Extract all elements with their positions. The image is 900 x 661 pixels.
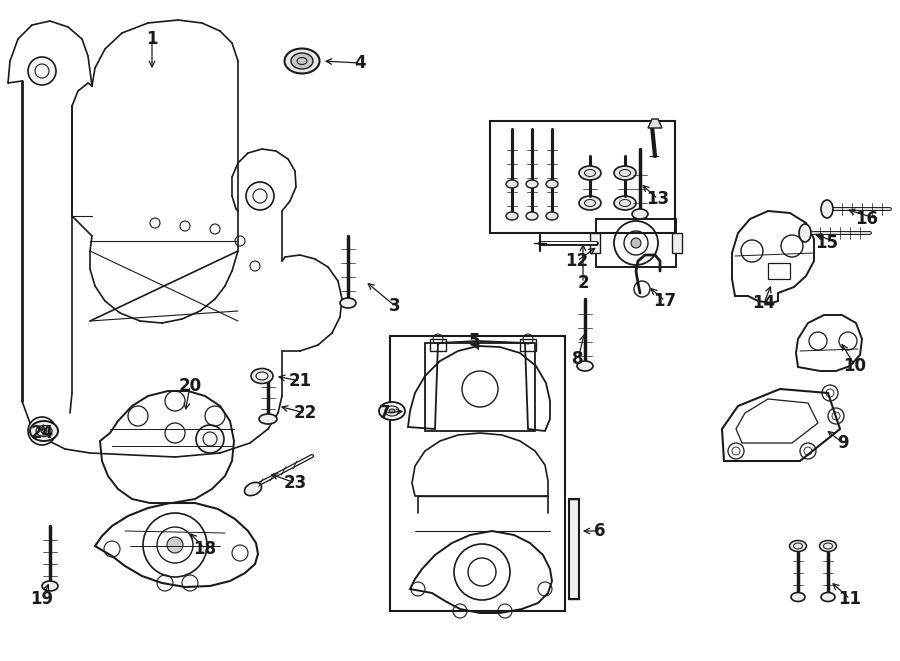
Bar (490, 121, 675, 233)
Text: 14: 14 (752, 294, 776, 312)
Ellipse shape (789, 541, 806, 551)
Text: 13: 13 (646, 190, 670, 208)
Text: 22: 22 (293, 404, 317, 422)
Ellipse shape (291, 53, 313, 69)
Ellipse shape (284, 48, 319, 73)
Ellipse shape (821, 592, 835, 602)
Bar (590, 233, 600, 253)
Text: 6: 6 (594, 522, 606, 540)
Ellipse shape (820, 541, 836, 551)
Text: 10: 10 (843, 357, 867, 375)
Bar (390, 336, 565, 611)
Bar (520, 339, 536, 351)
Ellipse shape (259, 414, 277, 424)
Bar (569, 499, 579, 599)
Text: 19: 19 (31, 590, 54, 608)
Ellipse shape (799, 224, 811, 242)
Text: 5: 5 (469, 332, 481, 350)
Ellipse shape (41, 429, 47, 433)
Circle shape (196, 425, 224, 453)
Ellipse shape (546, 180, 558, 188)
Text: 18: 18 (194, 540, 217, 558)
Text: 2: 2 (577, 274, 589, 292)
Circle shape (167, 537, 183, 553)
Ellipse shape (506, 180, 518, 188)
Ellipse shape (614, 166, 636, 180)
Ellipse shape (30, 421, 58, 441)
Text: 16: 16 (855, 210, 878, 228)
Text: 23: 23 (284, 474, 307, 492)
Text: 3: 3 (389, 297, 400, 315)
Text: 9: 9 (837, 434, 849, 452)
Text: 20: 20 (178, 377, 202, 395)
Circle shape (631, 238, 641, 248)
Text: 11: 11 (839, 590, 861, 608)
Bar (430, 339, 446, 351)
Ellipse shape (42, 581, 58, 591)
Polygon shape (648, 119, 662, 128)
Text: 1: 1 (146, 30, 158, 48)
Ellipse shape (791, 592, 805, 602)
Ellipse shape (526, 180, 538, 188)
Ellipse shape (546, 212, 558, 220)
Ellipse shape (579, 166, 601, 180)
Text: 17: 17 (653, 292, 677, 310)
Ellipse shape (577, 361, 593, 371)
Circle shape (28, 57, 56, 85)
Bar (425, 343, 535, 431)
Text: 4: 4 (355, 54, 365, 72)
Ellipse shape (632, 209, 648, 219)
Bar (672, 233, 682, 253)
Text: 12: 12 (565, 252, 589, 270)
Ellipse shape (340, 298, 356, 308)
Text: 24: 24 (31, 424, 54, 442)
Ellipse shape (251, 368, 273, 383)
Ellipse shape (379, 402, 405, 420)
Text: 15: 15 (815, 234, 838, 252)
Bar (596, 219, 676, 267)
Text: 8: 8 (572, 350, 584, 368)
Circle shape (246, 182, 274, 210)
Ellipse shape (245, 483, 262, 496)
Ellipse shape (506, 212, 518, 220)
Circle shape (28, 417, 56, 445)
Ellipse shape (579, 196, 601, 210)
Bar (768, 263, 790, 279)
Ellipse shape (614, 196, 636, 210)
Text: 21: 21 (288, 372, 311, 390)
Text: 7: 7 (379, 404, 391, 422)
Ellipse shape (526, 212, 538, 220)
Ellipse shape (389, 409, 395, 413)
Ellipse shape (821, 200, 833, 218)
